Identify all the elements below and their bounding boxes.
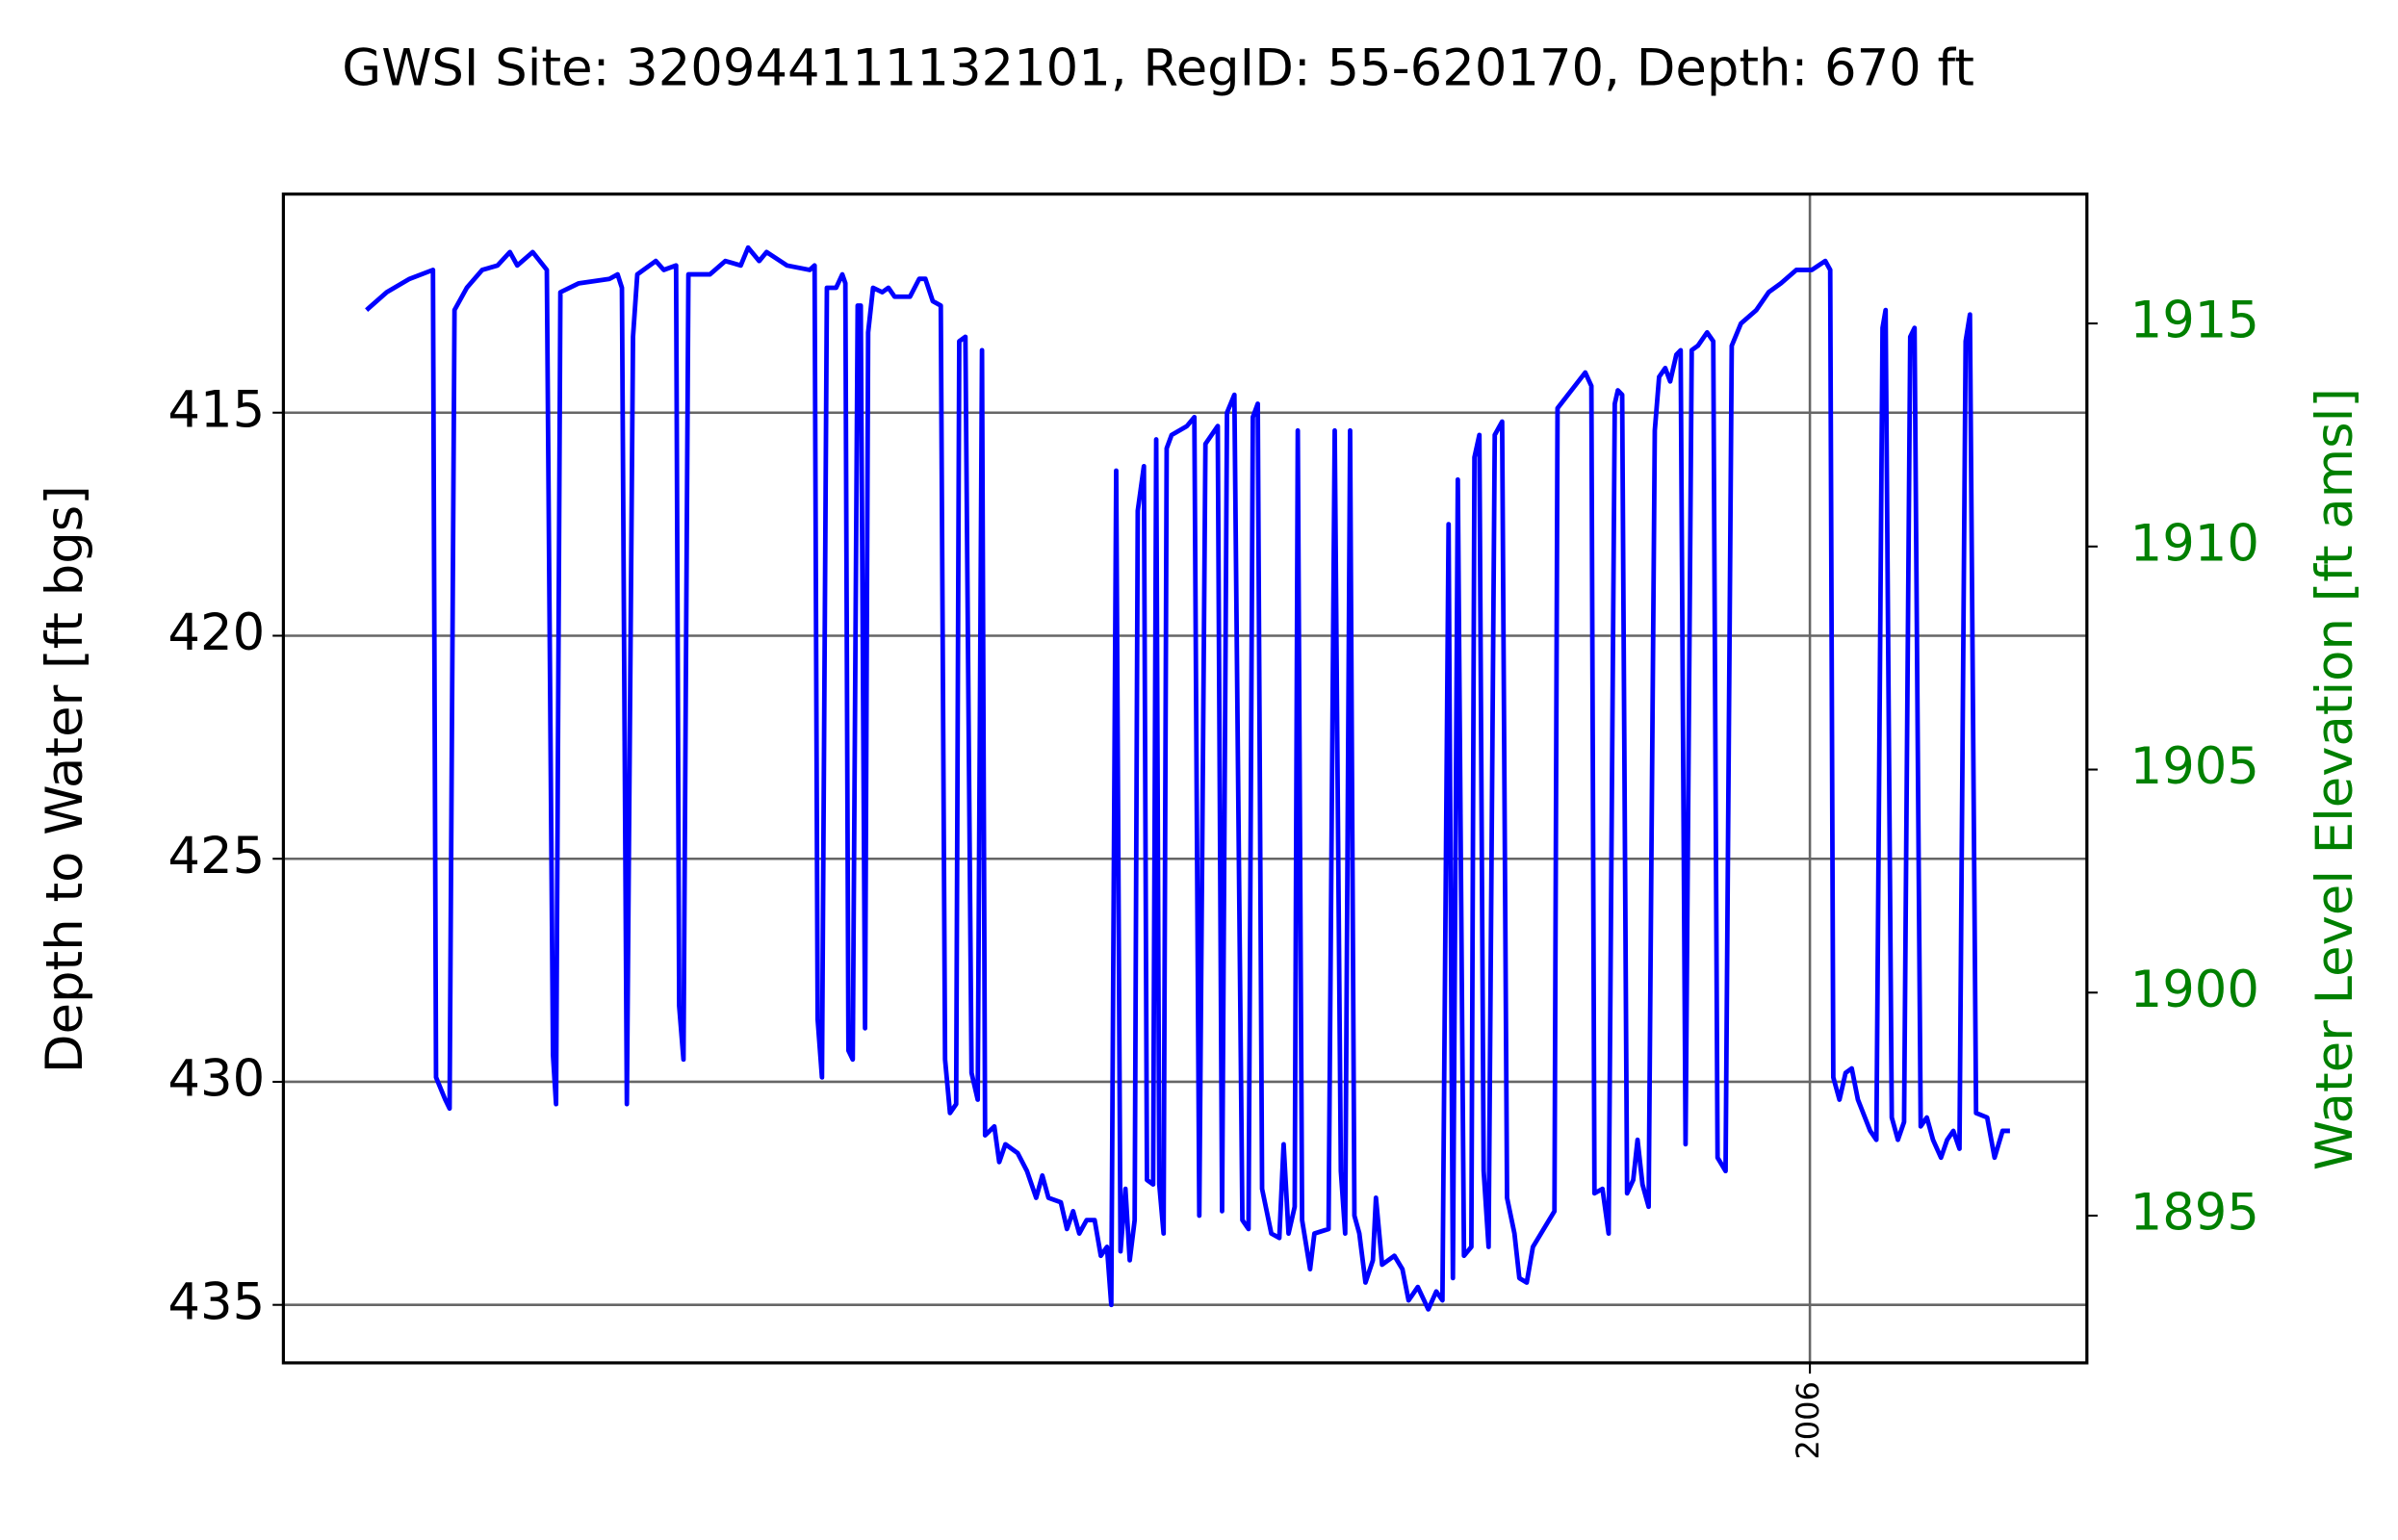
y-axis-label: Depth to Water [ft bgs]	[36, 485, 94, 1073]
y2-axis-label: Water Level Elevation [ft amsl]	[2306, 388, 2364, 1170]
y-tick-label: 415	[168, 380, 265, 439]
y-tick-label: 420	[168, 603, 265, 662]
y2-tick-label: 1895	[2130, 1184, 2259, 1243]
x-tick-label: 2006	[1790, 1381, 1826, 1459]
y2-tick-label: 1900	[2130, 961, 2259, 1019]
y-tick-label: 435	[168, 1272, 265, 1331]
y2-tick-label: 1910	[2130, 514, 2259, 573]
y-tick-label: 430	[168, 1050, 265, 1109]
y-tick-label: 425	[168, 827, 265, 886]
plot-frame	[281, 192, 2089, 1365]
data-line	[365, 244, 2010, 1312]
y2-tick-label: 1915	[2130, 292, 2259, 350]
y2-tick-label: 1905	[2130, 737, 2259, 796]
chart-title: GWSI Site: 320944111132101, RegID: 55-62…	[342, 38, 1974, 97]
